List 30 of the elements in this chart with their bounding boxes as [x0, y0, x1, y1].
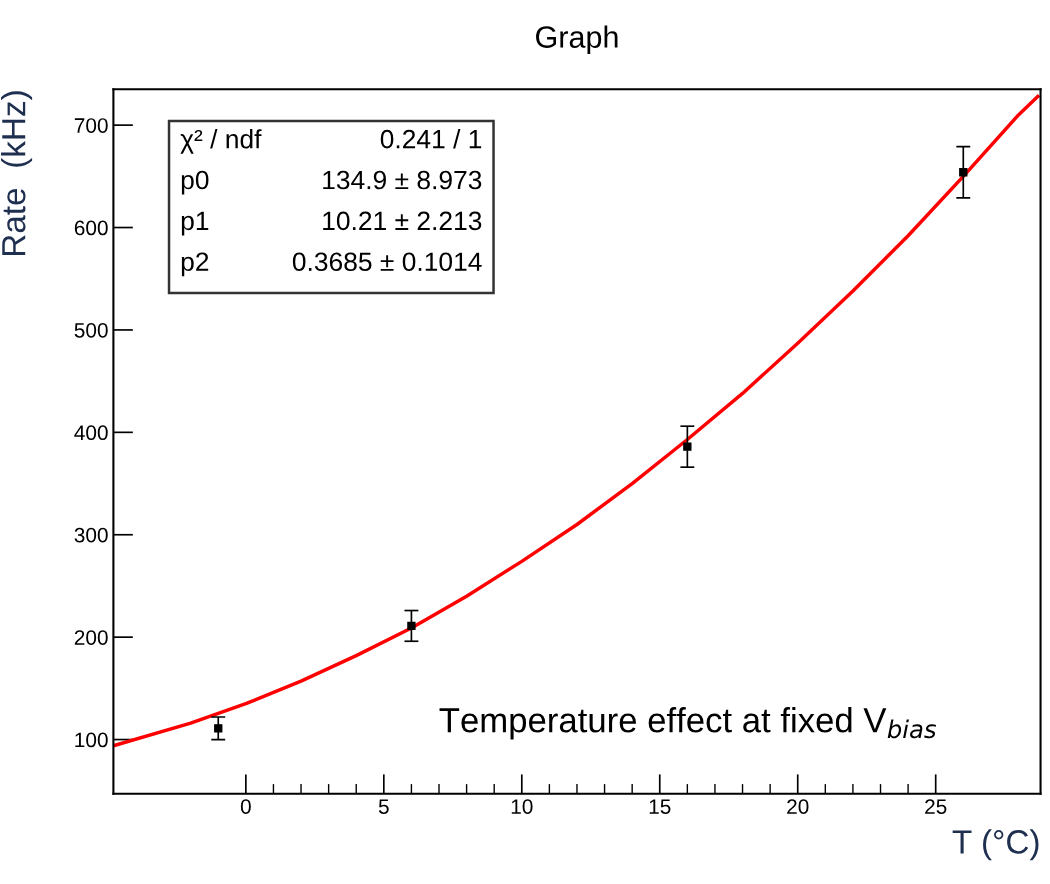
- point: [959, 168, 968, 177]
- annotation: Temperature effect at fixed V$_{bias}$: [439, 707, 937, 740]
- y-tick-label: 700: [74, 118, 108, 133]
- x-tick-label: 0: [240, 799, 251, 814]
- annotation: χ² / ndf: [180, 129, 262, 154]
- x-tick-label: 15: [649, 799, 671, 814]
- annotation: 134.9 ± 8.973: [323, 170, 482, 190]
- y-tick-label: 300: [74, 527, 108, 543]
- x-tick-label: 5: [378, 799, 389, 814]
- x-tick-label: 25: [925, 799, 947, 814]
- y-tick-label: 600: [74, 220, 108, 236]
- line-series: [113, 94, 1040, 748]
- annotation: p1: [181, 211, 209, 236]
- y-tick-label: 200: [74, 630, 108, 645]
- point: [214, 724, 223, 733]
- annotation: 10.21 ± 2.213: [323, 211, 482, 231]
- annotation: 0.3685 ± 0.1014: [292, 252, 482, 272]
- x-axis-title: T (°C): [952, 829, 1039, 861]
- y-tick-label: 400: [74, 425, 108, 441]
- point: [683, 442, 692, 451]
- x-tick-label: 10: [511, 799, 533, 814]
- x-tick-label: 20: [787, 799, 809, 814]
- y-tick-label: 100: [75, 732, 108, 748]
- chart-title: Graph: [536, 25, 618, 54]
- point: [407, 621, 416, 631]
- annotation: p2: [181, 252, 209, 277]
- y-axis-title: Rate (kHz): [1, 91, 33, 256]
- y-tick-label: 500: [74, 322, 108, 338]
- annotation: 0.241 / 1: [380, 129, 482, 149]
- annotation: p0: [181, 170, 209, 195]
